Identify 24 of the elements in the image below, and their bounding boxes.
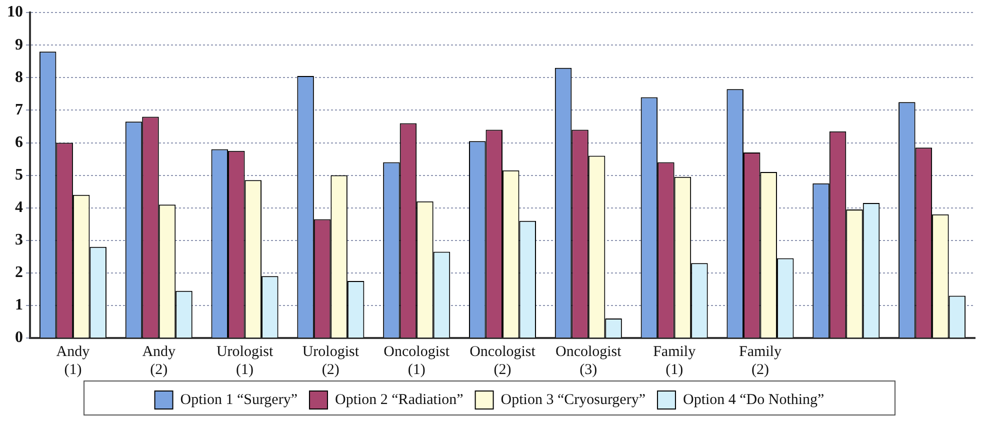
y-tick-label: 7: [15, 101, 23, 118]
legend-label: Option 2 “Radiation”: [334, 392, 464, 408]
y-tick-label: 10: [7, 4, 23, 21]
y-tick-label: 5: [15, 166, 23, 184]
legend-label: Option 4 “Do Nothing”: [682, 392, 824, 408]
x-tick-label: Andy (2): [142, 344, 176, 378]
x-tick-label: Family (1): [653, 344, 696, 378]
x-tick-label: Oncologist (3): [555, 344, 622, 378]
y-tick-label: 0: [15, 329, 23, 346]
x-tick-label: Oncologist (1): [384, 344, 450, 378]
y-tick-label: 1: [15, 296, 23, 314]
y-tick-label: 8: [15, 68, 23, 86]
legend-label: Option 1 “Surgery”: [180, 392, 298, 408]
x-tick-label: Urologist (1): [216, 344, 274, 378]
y-tick-label: 4: [15, 198, 23, 216]
y-tick-label: 3: [15, 232, 23, 249]
y-tick-label: 6: [15, 134, 23, 151]
x-tick-label: Urologist (2): [302, 344, 360, 378]
x-tick-label: Family (2): [738, 344, 782, 378]
x-tick-label: Andy (1): [56, 344, 90, 378]
x-tick-label: Oncologist (2): [470, 344, 536, 378]
y-tick-label: 2: [15, 264, 23, 282]
legend-label: Option 3 “Cryosurgery”: [500, 392, 646, 408]
y-tick-label: 9: [15, 36, 23, 54]
